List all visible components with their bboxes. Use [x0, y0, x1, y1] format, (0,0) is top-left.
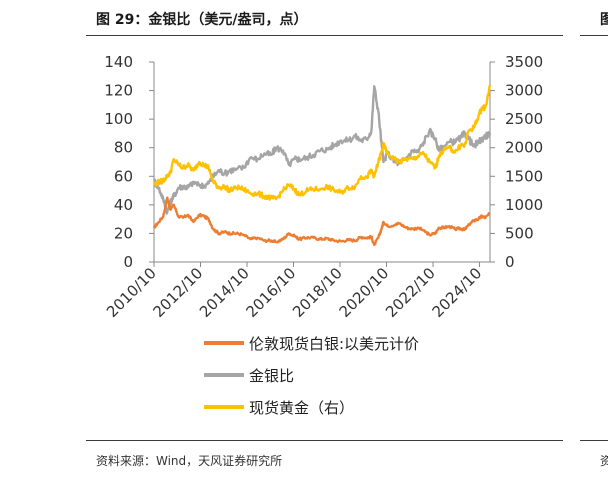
source-note: 资料来源：Wind，天风证券研究所 [96, 454, 283, 468]
x-tick-label: 2016/10 [243, 264, 300, 321]
legend-item-silver-label: 伦敦现货白银:以美元计价 [249, 335, 419, 353]
left-tick-label: 80 [114, 139, 133, 157]
neighbor-title-divider [580, 35, 608, 36]
title-divider [86, 35, 563, 36]
x-tick-label: 2010/10 [103, 264, 160, 321]
left-tick-label: 140 [104, 53, 133, 71]
neighbor-figure-title-fragment: 图 [600, 12, 608, 28]
x-tick-label: 2018/10 [289, 264, 346, 321]
left-tick-label: 20 [114, 224, 133, 242]
right-tick-label: 0 [505, 253, 515, 271]
right-tick-label: 1000 [505, 196, 543, 214]
left-tick-label: 100 [104, 110, 133, 128]
series-line-gold-silver-ratio [152, 85, 492, 215]
series-line-spot-gold [152, 84, 492, 201]
neighbor-source-fragment: 资 [600, 454, 608, 468]
x-tick-label: 2022/10 [382, 264, 439, 321]
left-tick-label: 0 [123, 253, 133, 271]
right-tick-label: 2500 [505, 110, 543, 128]
right-tick-label: 3500 [505, 53, 543, 71]
x-tick-label: 2024/10 [429, 264, 486, 321]
x-tick-label: 2012/10 [150, 264, 207, 321]
chart-axes: 0 20 40 60 80 100 120 140 0 500 1000 1500 2000 2500 30… [103, 53, 543, 321]
right-tick-label: 500 [505, 224, 534, 242]
chart-series [152, 84, 492, 247]
left-tick-label: 60 [114, 167, 133, 185]
source-divider [86, 440, 563, 441]
chart-title: 图 29：金银比（美元/盎司，点） [96, 12, 308, 28]
right-tick-label: 3000 [505, 82, 543, 100]
right-tick-label: 1500 [505, 167, 543, 185]
series-line-silver [152, 196, 491, 247]
left-tick-label: 40 [114, 196, 133, 214]
legend-item-gold-silver-ratio-label: 金银比 [249, 367, 294, 385]
right-tick-label: 2000 [505, 139, 543, 157]
x-tick-label: 2020/10 [336, 264, 393, 321]
neighbor-source-divider [580, 440, 608, 441]
legend-item-spot-gold-label: 现货黄金（右） [249, 399, 354, 417]
left-tick-label: 120 [104, 82, 133, 100]
x-tick-label: 2014/10 [196, 264, 253, 321]
